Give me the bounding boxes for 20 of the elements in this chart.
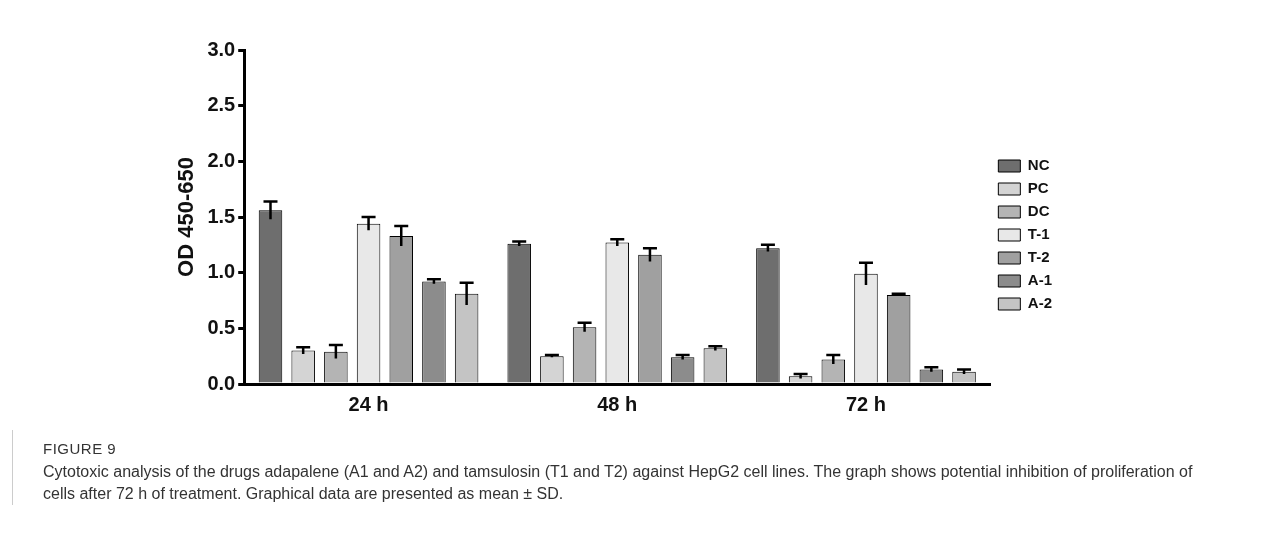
y-tick-label: 0.5	[207, 315, 236, 338]
x-tick-label: 24 h	[348, 392, 389, 415]
legend-label: T-2	[1027, 248, 1050, 266]
y-tick-label: 3.0	[207, 37, 236, 60]
y-axis-title: OD 450-650	[173, 157, 199, 277]
legend-label: A-2	[1027, 294, 1052, 312]
caption: FIGURE 9	[43, 440, 118, 457]
legend-label: A-1	[1027, 271, 1052, 289]
y-tick-label: 2.0	[207, 148, 236, 171]
legend-label: NC	[1027, 156, 1050, 174]
x-tick-label: 72 h	[845, 392, 886, 415]
legend-label: T-1	[1027, 225, 1050, 243]
y-tick-label: 0.0	[207, 371, 236, 394]
y-tick-label: 2.5	[207, 93, 236, 116]
y-tick-label: 1.0	[207, 260, 236, 283]
text: Cytotoxic analysis of the drugs adapalene (A1 and A2) and tamsulosin (T1 and T2) against HepG2 cell lines. The graph shows potential inhibition of proliferation of cells after 72 h of treatment. Graphical data are presented as mean ± SD.	[43, 462, 1194, 504]
legend-label: PC	[1027, 179, 1049, 197]
x-tick-label: 48 h	[597, 392, 638, 415]
legend-label: DC	[1027, 202, 1050, 220]
y-tick-label: 1.5	[207, 204, 236, 227]
